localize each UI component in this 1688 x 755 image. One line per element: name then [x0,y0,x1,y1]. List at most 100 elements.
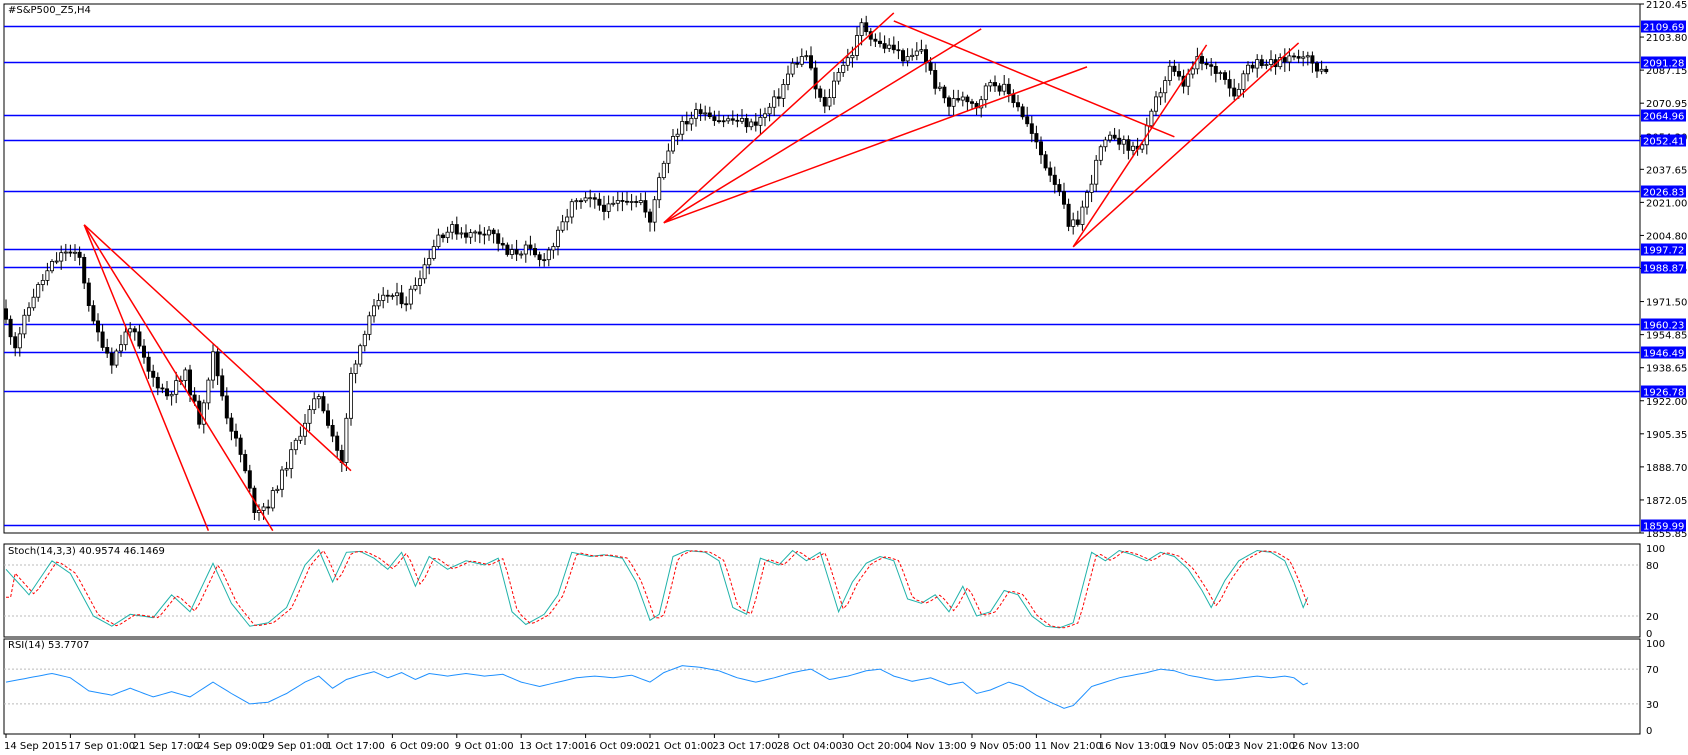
candle-body [942,86,947,99]
candle [137,324,142,349]
candle-body [671,136,676,152]
candle [1259,54,1264,69]
candle [859,18,864,46]
time-tick-label: 21 Oct 01:00 [648,741,713,752]
candle-body [353,363,358,374]
candle-body [694,109,699,119]
candle [749,118,754,131]
candle-body [408,288,413,305]
candle [1062,182,1067,209]
candle [210,344,215,389]
candle [151,364,156,387]
candle-body [86,282,91,306]
trendline [83,224,274,532]
candle [394,282,399,306]
candle [661,160,666,180]
candle [836,67,841,85]
candle-body [887,44,892,49]
candle-body [77,251,82,258]
candle [422,257,427,284]
candle-body [436,234,441,248]
price-tick-label: 2037.65 [1646,165,1687,176]
candle-body [804,55,809,58]
candle-body [1296,56,1301,59]
time-tick-label: 1 Oct 17:00 [326,741,385,752]
candle [560,214,565,233]
candle [758,108,763,135]
trendline [663,66,1088,224]
candle-body [523,244,528,255]
candle [813,60,818,99]
candle-body [45,270,50,281]
candle [468,229,473,244]
candle-body [611,202,616,205]
candle-body [486,229,491,236]
candle-body [1264,64,1269,66]
candle [1112,127,1117,141]
candle-body [1006,83,1011,95]
candle-body [261,506,266,511]
candle-body [1246,64,1251,75]
candle [312,392,317,414]
candle [1264,59,1269,70]
candle [50,259,55,274]
candle [988,79,993,92]
candle [735,113,740,128]
time-tick-label: 17 Sep 01:00 [68,741,135,752]
candle [597,192,602,211]
candle [1213,61,1218,83]
candle [224,387,229,425]
time-tick-label: 29 Sep 01:00 [262,741,329,752]
candle-body [477,231,482,235]
candle-body [878,40,883,44]
candle-body [583,197,588,202]
candle-body [1052,174,1057,185]
candle-body [1301,56,1306,59]
candle [390,293,395,300]
candle [266,499,271,515]
candle-body [988,82,993,87]
candle-body [767,106,772,115]
candle-body [809,55,814,69]
stochastic-tick-label: 80 [1646,561,1659,572]
candle-body [542,259,547,262]
candle [293,438,298,455]
candle [979,95,984,118]
candle-body [1255,59,1260,69]
candle-body [1200,56,1205,64]
candle [1057,178,1062,197]
candle-body [224,395,229,419]
candle [1002,74,1007,96]
candle-body [13,336,18,349]
candle [8,315,13,345]
candle [247,464,252,493]
candle-body [951,98,956,107]
candle [114,348,119,368]
level-label-box [1641,385,1686,398]
candle-body [119,344,124,352]
candle-body [979,99,984,109]
candle-body [924,49,929,64]
candle-body [891,44,896,51]
candle [279,466,284,498]
price-tick-label: 2004.80 [1646,231,1687,242]
price-tick-label: 2103.80 [1646,33,1687,44]
candle-body [928,62,933,71]
level-label: 2026.83 [1643,188,1684,199]
candle-body [289,449,294,469]
candle-body [431,246,436,259]
trendline [893,20,1175,138]
candle [666,143,671,174]
candle [625,191,630,206]
candle [542,253,547,267]
candle-body [4,308,9,320]
price-tick-label: 1872.05 [1646,496,1687,507]
candle-body [1029,123,1034,134]
candle-body [657,177,662,201]
rsi-tick-label: 0 [1646,726,1652,737]
candle-body [680,121,685,135]
candle [169,391,174,406]
candle-body [675,133,680,137]
candle [243,449,248,474]
candle [1305,51,1310,66]
